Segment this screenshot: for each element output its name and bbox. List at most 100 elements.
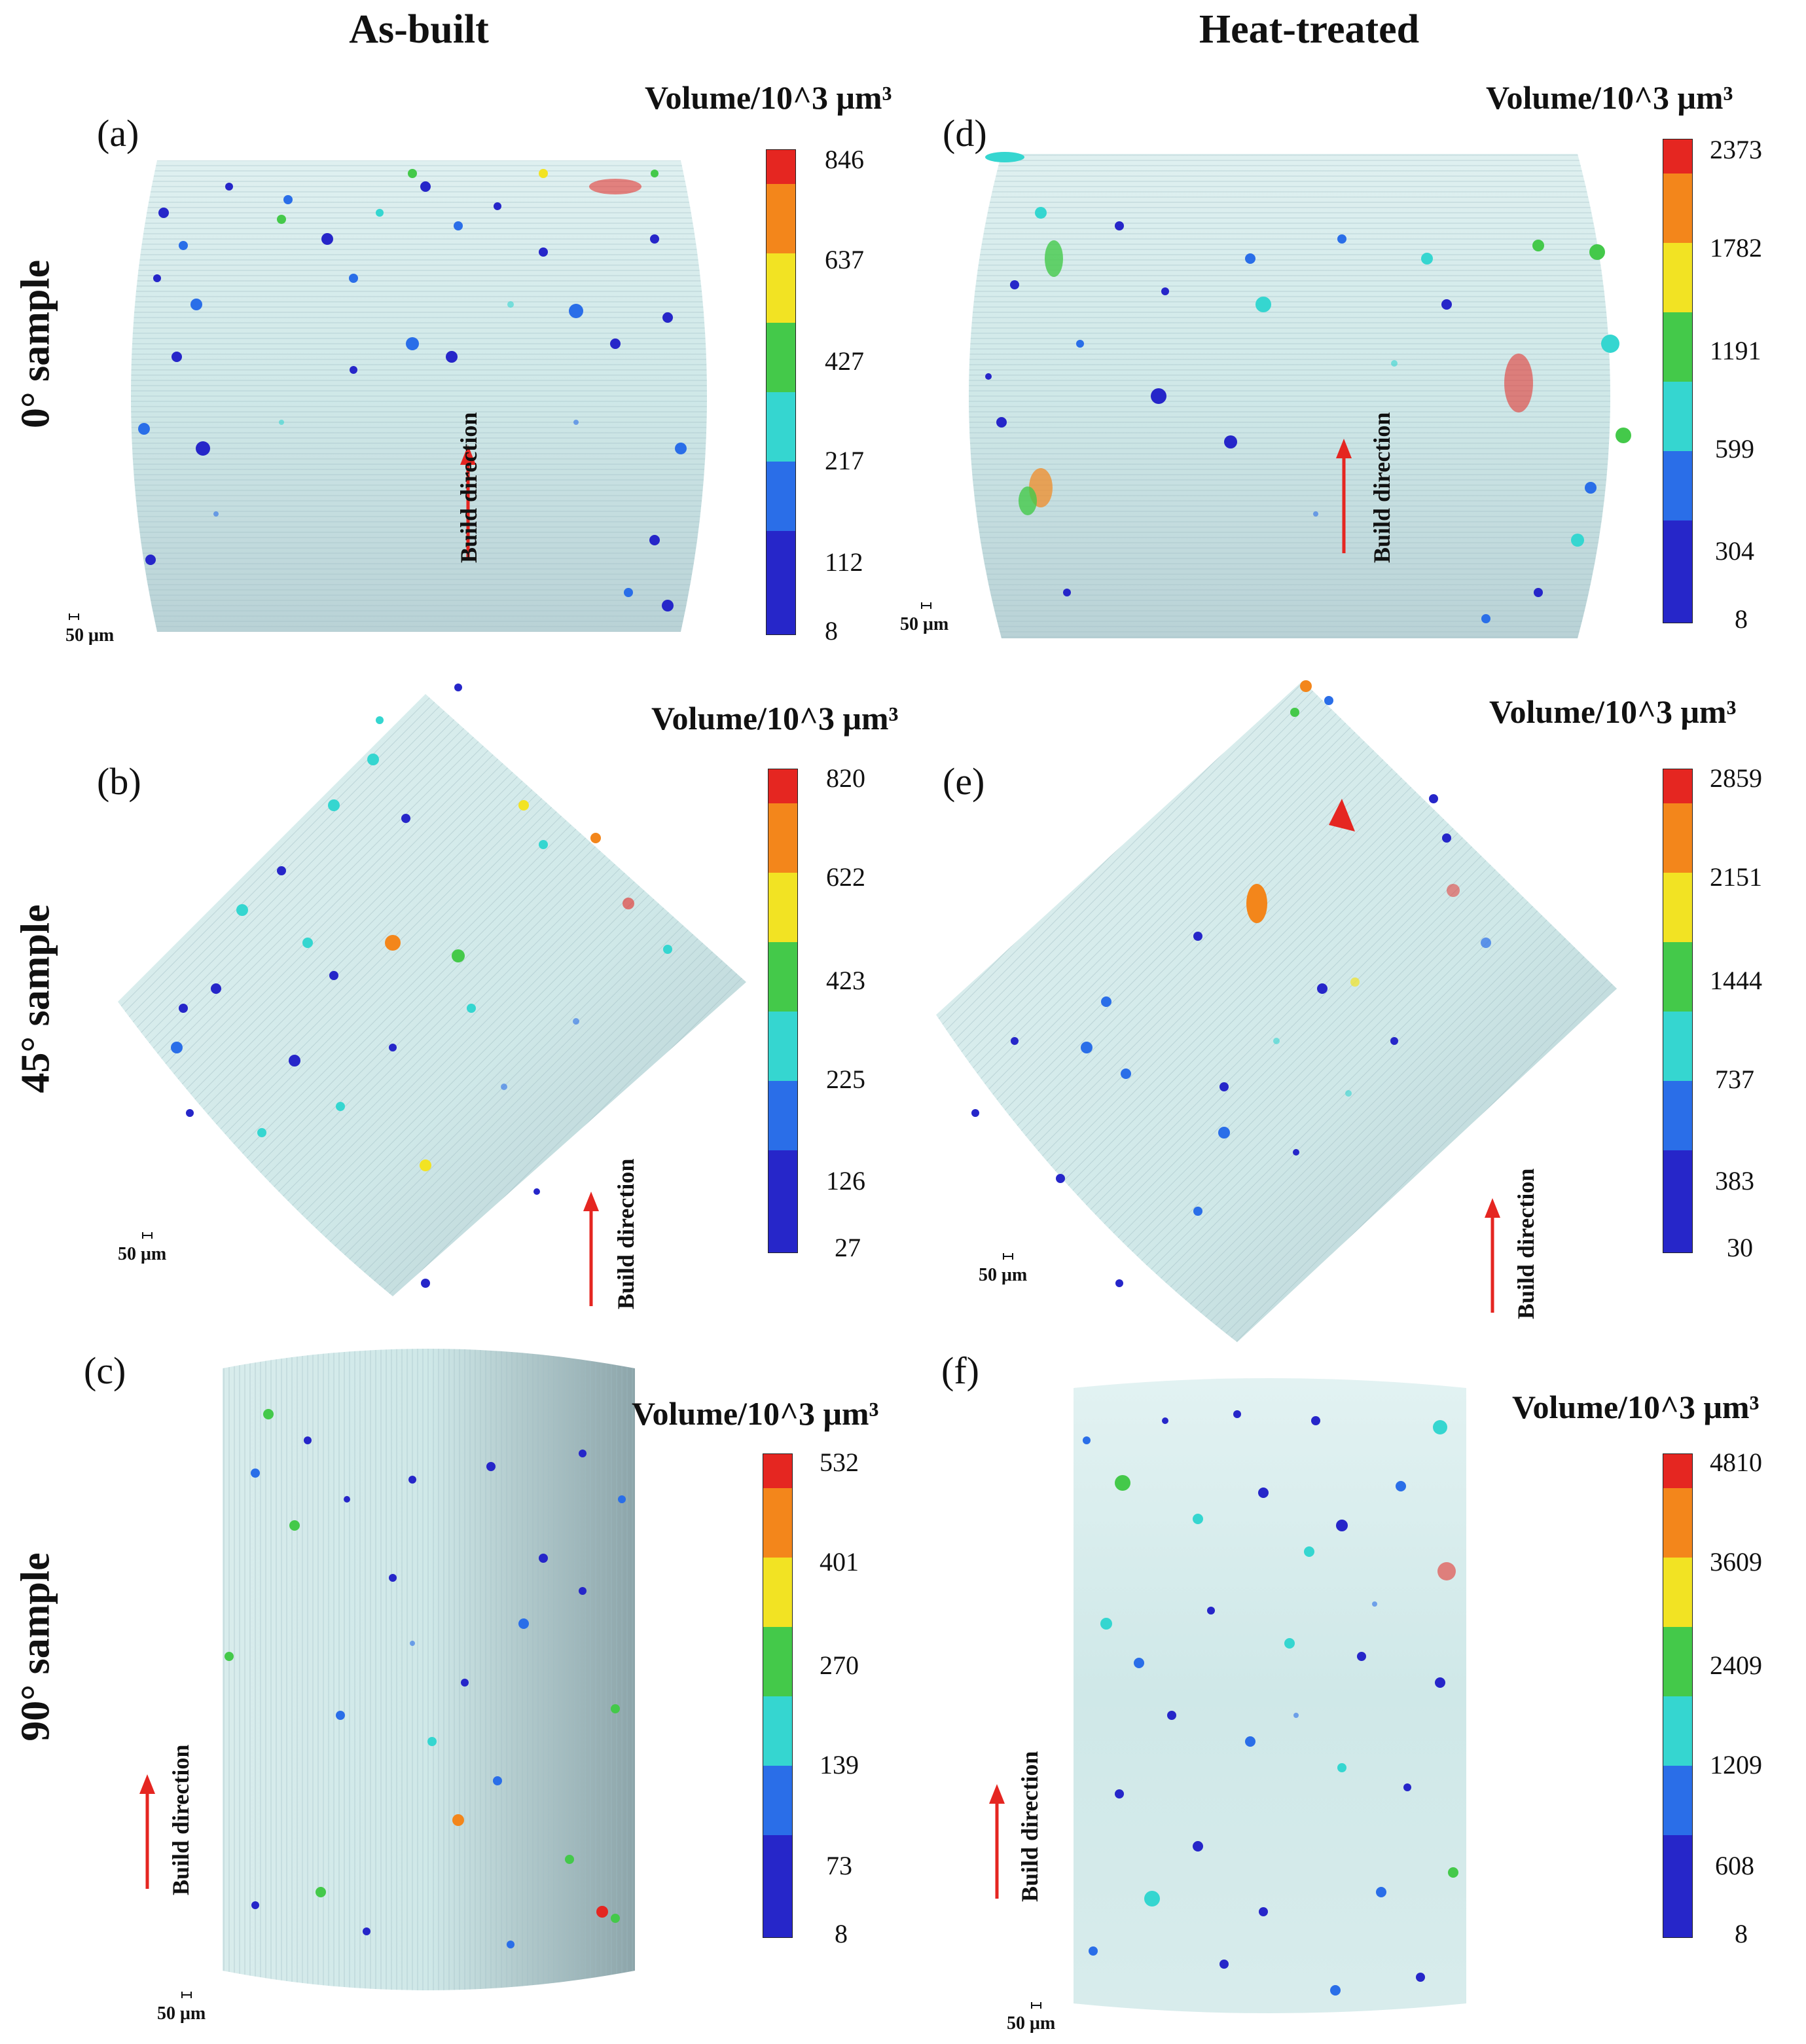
pore-cluster <box>171 684 672 1288</box>
panel-e-letter: (e) <box>943 760 985 803</box>
panel-b-tick-5: 27 <box>835 1233 861 1262</box>
panel-a-letter: (a) <box>97 112 139 155</box>
arrow-up-icon <box>139 1774 155 1889</box>
row-label-90-deg: 90° sample <box>13 1552 58 1742</box>
panel-d-colorbar-title: Volume/10^3 μm³ <box>1486 79 1733 116</box>
panel-d-pore-volume-render <box>969 152 1631 638</box>
panel-a-pore-volume-render <box>131 160 707 632</box>
panel-c-tick-4: 73 <box>826 1851 852 1880</box>
panel-b-build-direction-label: Build direction <box>613 1158 639 1309</box>
panel-b-scale-text: 50 μm <box>118 1244 167 1264</box>
arrow-up-icon <box>1485 1198 1500 1313</box>
panel-c-colorbar-title: Volume/10^3 μm³ <box>632 1395 879 1432</box>
panel-a-build-direction-label: Build direction <box>456 412 482 563</box>
panel-e-tick-2: 1444 <box>1710 966 1762 995</box>
row-label-45-deg: 45° sample <box>13 904 58 1093</box>
scalebar-icon <box>1003 1253 1013 1260</box>
pore-cluster <box>225 1409 626 1948</box>
scalebar-icon <box>1031 2002 1041 2009</box>
panel-a-colorbar-title: Volume/10^3 μm³ <box>645 79 892 116</box>
pore-cluster <box>971 680 1491 1287</box>
panel-c-tick-2: 270 <box>820 1651 859 1680</box>
panel-f-pore-volume-render <box>1074 1378 1466 2013</box>
scalebar-icon <box>181 1992 192 1998</box>
panel-a-tick-5: 8 <box>825 616 838 646</box>
panel-f-tick-4: 608 <box>1715 1851 1754 1880</box>
arrow-up-icon <box>989 1784 1005 1899</box>
panel-b-tick-1: 622 <box>826 862 865 892</box>
scalebar-icon <box>921 602 931 609</box>
panel-b-tick-3: 225 <box>826 1065 865 1094</box>
panel-c-tick-3: 139 <box>820 1750 859 1779</box>
panel-f-tick-5: 8 <box>1735 1919 1748 1948</box>
scalebar-icon <box>69 613 79 620</box>
panel-d-scale-text: 50 μm <box>900 614 949 634</box>
panel-f-tick-2: 2409 <box>1710 1651 1762 1680</box>
panel-b-tick-4: 126 <box>826 1166 865 1195</box>
panel-a-tick-2: 427 <box>825 346 864 376</box>
panel-b-colorbar <box>768 769 798 1253</box>
panel-e-tick-3: 737 <box>1715 1065 1754 1094</box>
panel-a-tick-1: 637 <box>825 245 864 274</box>
panel-f-colorbar-title: Volume/10^3 μm³ <box>1512 1389 1760 1425</box>
panel-c-letter: (c) <box>84 1349 126 1392</box>
panel-b-letter: (b) <box>97 760 141 803</box>
panel-e-scale-text: 50 μm <box>979 1265 1028 1285</box>
panel-b-tick-2: 423 <box>826 966 865 995</box>
pore-cluster <box>985 152 1631 623</box>
column-title-heat-treated: Heat-treated <box>1199 7 1420 52</box>
panel-d-tick-4: 304 <box>1715 536 1754 566</box>
panel-e-colorbar <box>1663 769 1693 1253</box>
panel-c-tick-0: 532 <box>820 1448 859 1477</box>
panel-d-letter: (d) <box>943 112 987 155</box>
panel-b-build-arrow <box>581 1192 601 1313</box>
panel-c-scale-text: 50 μm <box>157 2003 206 2024</box>
panel-c-colorbar <box>763 1453 793 1938</box>
arrow-up-icon <box>460 445 476 560</box>
arrow-up-icon <box>1336 439 1352 553</box>
panel-f-letter: (f) <box>941 1349 979 1392</box>
panel-c-scalebar <box>177 1990 196 1999</box>
panel-d-tick-5: 8 <box>1735 604 1748 634</box>
panel-f-build-direction-label: Build direction <box>1017 1751 1043 1902</box>
panel-e-scalebar <box>998 1252 1018 1261</box>
panel-c-build-arrow <box>137 1774 157 1895</box>
panel-a-colorbar <box>766 149 796 635</box>
scalebar-icon <box>142 1232 153 1239</box>
panel-b-tick-0: 820 <box>826 763 865 793</box>
column-title-as-built: As-built <box>349 7 489 52</box>
panel-d-colorbar <box>1663 139 1693 623</box>
panel-d-tick-3: 599 <box>1715 434 1754 464</box>
panel-f-colorbar <box>1663 1453 1693 1938</box>
row-label-0-deg: 0° sample <box>13 259 58 429</box>
panel-d-tick-1: 1782 <box>1710 233 1762 263</box>
arrow-up-icon <box>583 1192 599 1306</box>
panel-e-colorbar-title: Volume/10^3 μm³ <box>1489 693 1737 730</box>
panel-d-build-arrow <box>1334 439 1354 560</box>
panel-b-colorbar-title: Volume/10^3 μm³ <box>651 700 899 737</box>
panel-b-pore-volume-render <box>118 684 746 1296</box>
panel-c-tick-1: 401 <box>820 1547 859 1577</box>
pore-cluster <box>138 169 687 611</box>
panel-d-build-direction-label: Build direction <box>1369 412 1395 563</box>
panel-c-build-direction-label: Build direction <box>168 1744 194 1895</box>
panel-a-scale-text: 50 μm <box>65 625 115 646</box>
panel-d-tick-2: 1191 <box>1710 336 1761 365</box>
panel-c-pore-volume-render <box>223 1349 635 1990</box>
panel-a-tick-4: 112 <box>825 547 863 577</box>
pore-cluster <box>1083 1410 1458 1996</box>
panel-f-scale-text: 50 μm <box>1007 2013 1056 2034</box>
panel-f-scalebar <box>1026 2001 1046 2010</box>
panel-c-tick-5: 8 <box>835 1919 848 1948</box>
panel-f-build-arrow <box>987 1784 1007 1905</box>
panel-b-scalebar <box>137 1231 157 1240</box>
panel-a-build-arrow <box>458 445 478 566</box>
panel-d-tick-0: 2373 <box>1710 135 1762 164</box>
panel-f-tick-1: 3609 <box>1710 1547 1762 1577</box>
panel-e-pore-volume-render <box>936 680 1617 1342</box>
panel-e-tick-5: 30 <box>1727 1233 1753 1262</box>
panel-f-tick-0: 4810 <box>1710 1448 1762 1477</box>
panel-a-tick-0: 846 <box>825 145 864 174</box>
panel-a-tick-3: 217 <box>825 446 864 475</box>
